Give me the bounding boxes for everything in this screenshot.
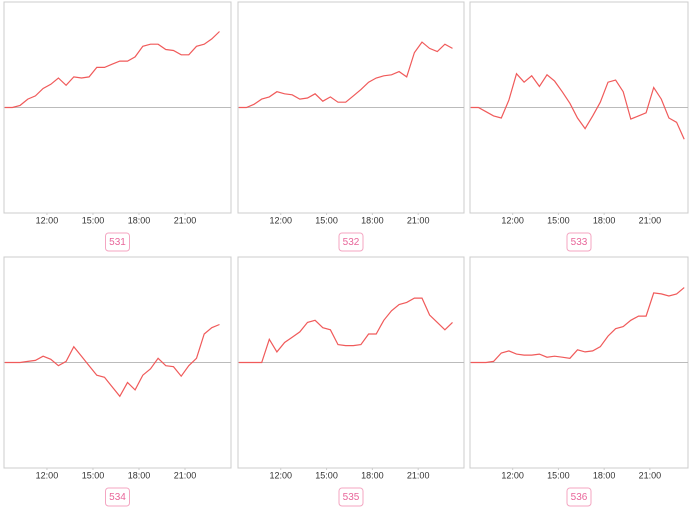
line-series <box>4 323 220 398</box>
x-tick-label: 21:00 <box>639 215 662 225</box>
label-button[interactable] <box>105 232 130 252</box>
x-tick-label: 15:00 <box>547 470 570 480</box>
label-text[interactable]: 536 <box>571 492 588 503</box>
x-tick-label: 15:00 <box>82 215 105 225</box>
label-text[interactable]: 535 <box>343 492 360 503</box>
label-text[interactable]: 531 <box>109 237 126 248</box>
x-tick-label: 18:00 <box>593 215 616 225</box>
x-tick-label: 18:00 <box>593 470 616 480</box>
x-tick-label: 12:00 <box>269 470 292 480</box>
x-tick-label: 21:00 <box>407 470 430 480</box>
label-text[interactable]: 532 <box>343 237 360 248</box>
label-text[interactable]: 534 <box>109 492 126 503</box>
x-tick-label: 18:00 <box>128 215 151 225</box>
line-series <box>470 287 685 364</box>
x-tick-label: 18:00 <box>361 215 384 225</box>
x-tick-label: 12:00 <box>36 470 59 480</box>
x-tick-label: 21:00 <box>174 215 197 225</box>
label-button[interactable] <box>566 232 592 252</box>
x-tick-label: 18:00 <box>128 470 151 480</box>
x-tick-label: 18:00 <box>361 470 384 480</box>
x-tick-label: 15:00 <box>547 215 570 225</box>
x-tick-label: 21:00 <box>639 470 662 480</box>
x-tick-label: 15:00 <box>82 470 105 480</box>
label-button[interactable] <box>338 487 364 507</box>
x-tick-label: 12:00 <box>36 215 59 225</box>
x-tick-label: 15:00 <box>315 470 338 480</box>
label-button[interactable] <box>338 232 364 252</box>
x-tick-label: 12:00 <box>269 215 292 225</box>
label-text[interactable]: 533 <box>571 237 588 248</box>
x-tick-label: 21:00 <box>174 470 197 480</box>
x-tick-label: 12:00 <box>501 470 524 480</box>
x-tick-label: 21:00 <box>407 215 430 225</box>
line-series <box>4 31 220 109</box>
line-series <box>470 72 685 140</box>
label-button[interactable] <box>566 487 592 507</box>
label-button[interactable] <box>105 487 130 507</box>
line-series <box>238 297 453 364</box>
x-tick-label: 15:00 <box>315 215 338 225</box>
x-tick-label: 12:00 <box>501 215 524 225</box>
line-series <box>238 41 453 109</box>
